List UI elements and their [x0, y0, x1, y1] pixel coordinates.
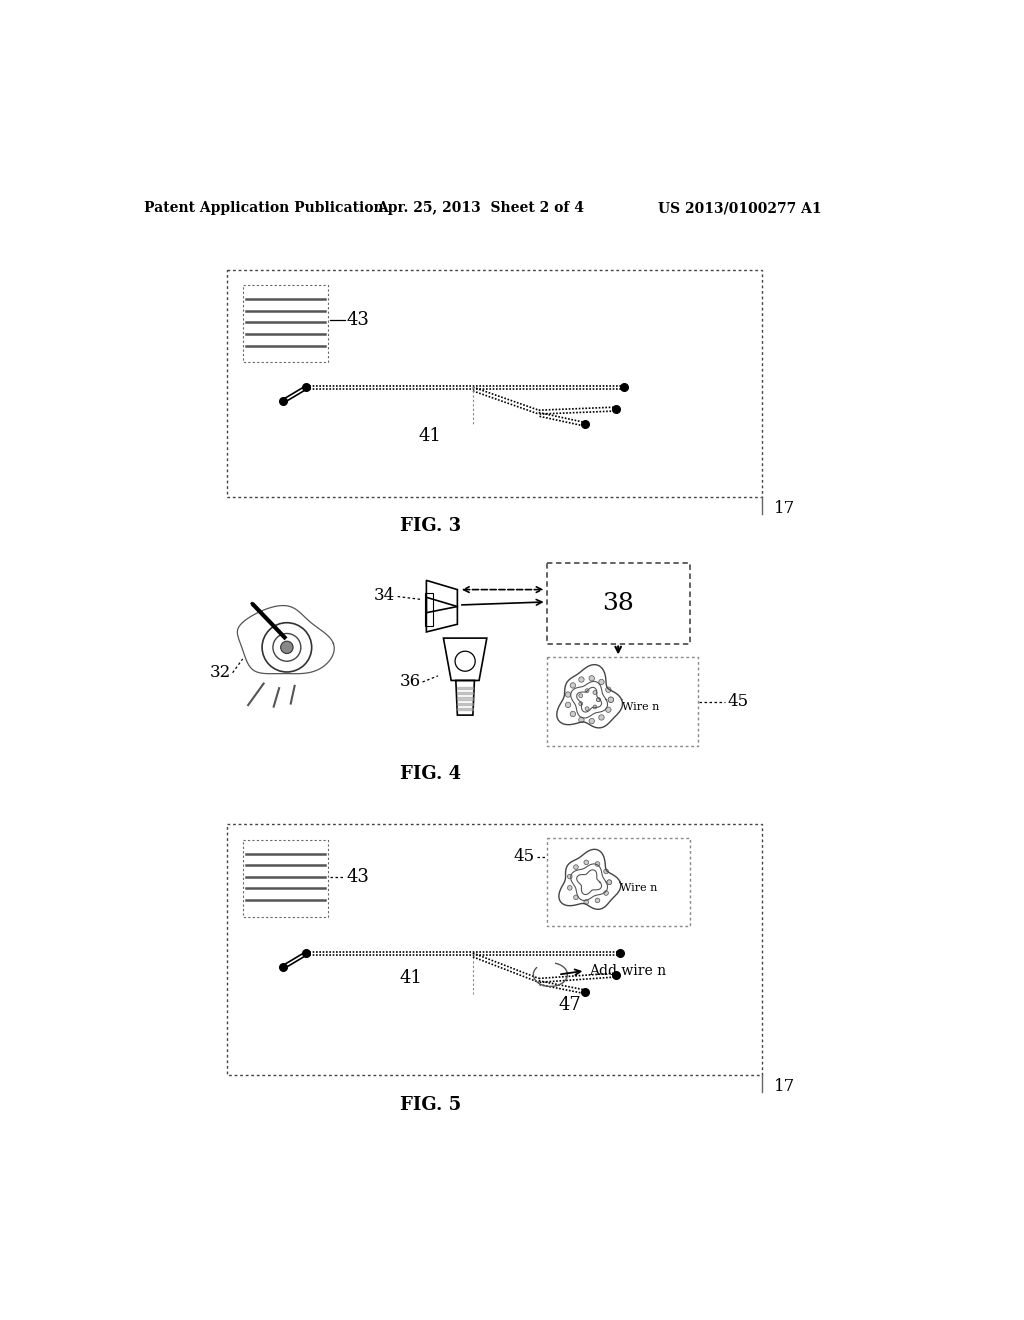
Text: Wire n: Wire n: [621, 883, 657, 894]
Circle shape: [579, 694, 583, 698]
Circle shape: [570, 711, 575, 717]
Text: FIG. 3: FIG. 3: [399, 517, 461, 536]
Bar: [425, 594, 432, 626]
Circle shape: [584, 861, 589, 865]
Circle shape: [599, 714, 604, 721]
Circle shape: [593, 690, 597, 694]
Text: Patent Application Publication: Patent Application Publication: [143, 202, 383, 215]
Text: 17: 17: [774, 500, 796, 517]
Text: FIG. 4: FIG. 4: [399, 766, 461, 783]
Circle shape: [573, 865, 579, 870]
Circle shape: [597, 698, 600, 702]
Text: 45: 45: [727, 693, 749, 710]
Circle shape: [589, 676, 595, 681]
Circle shape: [604, 891, 608, 895]
Circle shape: [579, 677, 584, 682]
Text: Add wire n: Add wire n: [589, 964, 667, 978]
Circle shape: [607, 880, 611, 884]
Text: US 2013/0100277 A1: US 2013/0100277 A1: [658, 202, 822, 215]
Circle shape: [565, 702, 570, 708]
Circle shape: [595, 862, 600, 866]
Bar: [227, 825, 762, 1074]
Circle shape: [608, 697, 613, 702]
Text: 36: 36: [399, 673, 421, 690]
Circle shape: [597, 698, 600, 702]
Circle shape: [585, 689, 589, 693]
Bar: [227, 271, 762, 498]
Text: 38: 38: [602, 591, 634, 615]
Bar: [547, 837, 690, 927]
Circle shape: [585, 706, 589, 710]
Text: 41: 41: [419, 426, 441, 445]
Bar: [243, 840, 328, 917]
Circle shape: [567, 874, 572, 879]
Text: 34: 34: [374, 587, 395, 605]
Text: 47: 47: [558, 997, 582, 1014]
Text: 17: 17: [774, 1077, 796, 1094]
Bar: [243, 285, 328, 363]
Circle shape: [584, 900, 589, 904]
Circle shape: [593, 705, 597, 709]
Circle shape: [605, 686, 611, 693]
Circle shape: [579, 702, 583, 706]
Circle shape: [607, 880, 611, 884]
Bar: [547, 562, 690, 644]
Bar: [547, 657, 697, 746]
Text: 45: 45: [514, 849, 535, 866]
Circle shape: [573, 895, 579, 900]
Circle shape: [567, 886, 572, 890]
Circle shape: [604, 869, 608, 874]
Circle shape: [599, 680, 604, 685]
Circle shape: [605, 708, 611, 713]
Text: 32: 32: [210, 664, 231, 681]
Circle shape: [565, 692, 570, 697]
Text: 43: 43: [346, 312, 370, 329]
Text: Wire n: Wire n: [622, 702, 659, 713]
Text: FIG. 5: FIG. 5: [399, 1097, 461, 1114]
Circle shape: [281, 642, 293, 653]
Text: 43: 43: [346, 867, 370, 886]
Circle shape: [570, 682, 575, 688]
Circle shape: [579, 717, 584, 722]
Circle shape: [589, 718, 595, 723]
Circle shape: [608, 697, 613, 702]
Circle shape: [595, 898, 600, 903]
Text: 41: 41: [399, 969, 422, 987]
Text: Apr. 25, 2013  Sheet 2 of 4: Apr. 25, 2013 Sheet 2 of 4: [377, 202, 584, 215]
